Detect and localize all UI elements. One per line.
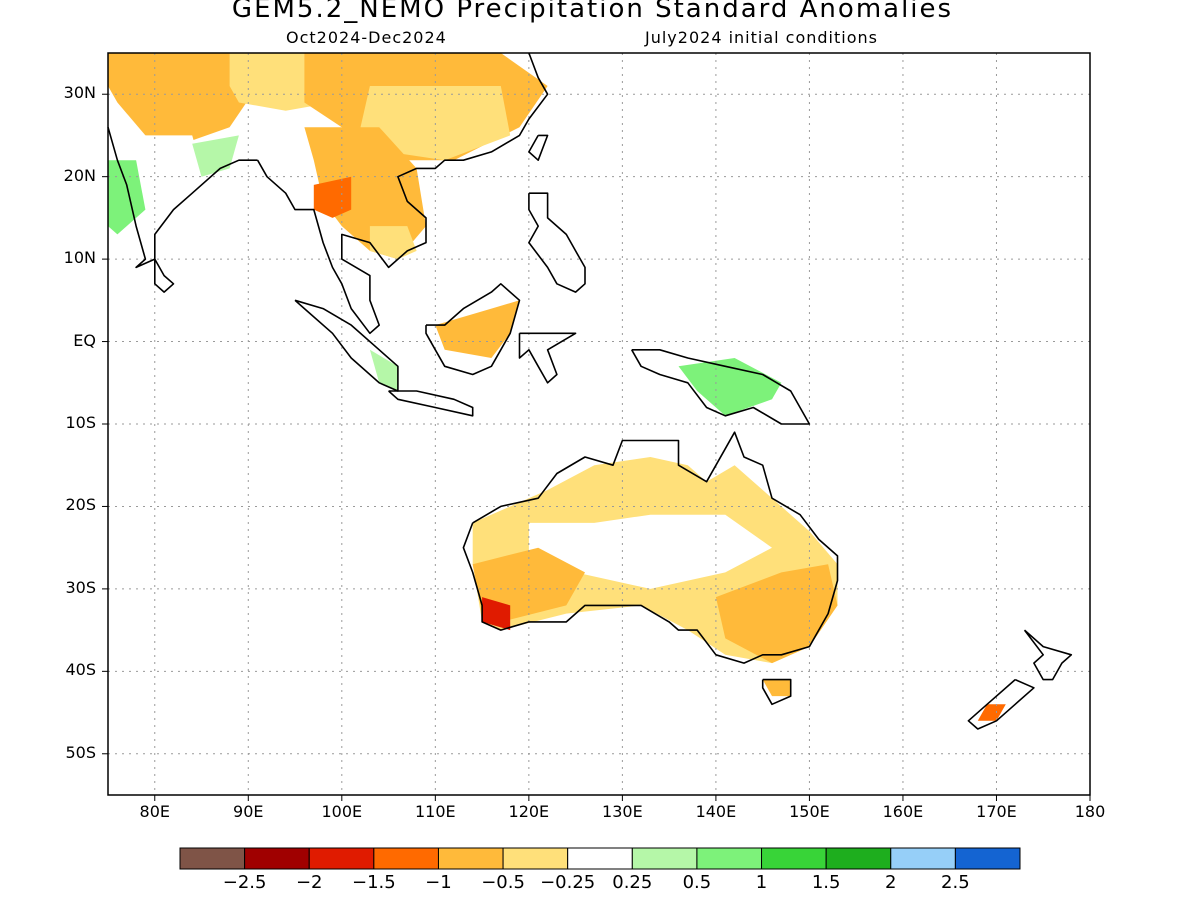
sumatra-region xyxy=(369,349,398,391)
australia-central-region xyxy=(528,514,772,589)
lat-label: 30S xyxy=(65,577,96,597)
colorbar-swatch xyxy=(631,847,698,870)
new-zealand-region xyxy=(977,704,1006,721)
east-india-region xyxy=(192,135,239,177)
tasmania-coastline xyxy=(761,678,792,706)
lon-label: 140E xyxy=(695,802,737,821)
java-coastline xyxy=(388,390,474,417)
new-zealand-north-coastline xyxy=(1023,629,1073,681)
colorbar-swatch xyxy=(696,847,763,870)
lon-label: 160E xyxy=(882,802,924,821)
colorbar-label: −2 xyxy=(295,872,323,893)
anomaly-regions xyxy=(108,53,1006,721)
colorbar-swatch xyxy=(502,847,569,870)
colorbar-label: 2 xyxy=(885,872,897,893)
northern-india-region xyxy=(108,53,258,144)
borneo-region xyxy=(435,300,520,358)
coastlines xyxy=(107,52,1073,730)
colorbar-swatch xyxy=(761,847,827,870)
colorbar xyxy=(179,847,1021,870)
colorbar-label: 0.5 xyxy=(682,872,712,893)
colorbar-label: −2.5 xyxy=(222,872,267,893)
lat-label: 50S xyxy=(65,742,96,762)
colorbar-swatch xyxy=(179,847,246,870)
lat-label: 20N xyxy=(63,165,96,185)
new-zealand-south-coastline xyxy=(967,678,1035,730)
lon-label: 120E xyxy=(508,802,550,821)
new-guinea-coastline xyxy=(631,348,811,425)
forecast-period: Oct2024-Dec2024 xyxy=(286,28,447,47)
lon-label: 150E xyxy=(789,802,830,821)
southwest-anomaly-region xyxy=(482,597,511,631)
colorbar-label: −0.25 xyxy=(540,872,596,893)
southeast-asia-coastline xyxy=(256,52,549,335)
lon-label: 170E xyxy=(976,802,1017,821)
taiwan-coastline xyxy=(528,134,549,161)
colorbar-label: −0.5 xyxy=(481,872,525,893)
colorbar-swatch xyxy=(890,847,956,870)
colorbar-label: −1.5 xyxy=(351,872,396,893)
map-title: GEM5.2_NEMO Precipitation Standard Anoma… xyxy=(231,0,954,24)
colorbar-label: 1.5 xyxy=(811,872,841,893)
colorbar-label: 2.5 xyxy=(941,872,970,893)
lon-label: 130E xyxy=(602,802,643,821)
colorbar-swatch xyxy=(244,847,310,870)
colorbar-swatch xyxy=(308,847,375,870)
colorbar-swatch xyxy=(954,847,1021,870)
lon-label: 90E xyxy=(233,802,264,821)
colorbar-swatch xyxy=(373,847,439,870)
lat-label: 10N xyxy=(63,248,96,268)
colorbar-label: −1 xyxy=(425,872,452,893)
lon-label: 100E xyxy=(321,802,363,821)
tasmania-region xyxy=(762,679,791,697)
lat-lon-grid xyxy=(102,53,1091,801)
initial-conditions: July2024 initial conditions xyxy=(645,28,878,47)
colorbar-swatch xyxy=(567,847,633,870)
colorbar-label: 0.25 xyxy=(612,872,653,893)
map-frame xyxy=(107,52,1091,796)
borneo-coastline xyxy=(425,282,521,376)
lon-label: 110E xyxy=(415,802,456,821)
western-india-region xyxy=(108,160,146,235)
lat-label: 40S xyxy=(65,660,96,680)
colorbar-swatch xyxy=(437,847,504,870)
colorbar-swatch xyxy=(825,847,892,870)
lat-label: 20S xyxy=(65,495,96,515)
lat-label: 30N xyxy=(63,83,96,103)
sulawesi-coastline xyxy=(518,332,577,384)
thailand-region xyxy=(369,226,417,260)
sri-lanka-coastline xyxy=(154,258,175,293)
colorbar-label: 1 xyxy=(755,872,768,893)
lat-label: EQ xyxy=(73,330,96,350)
australia-coastline xyxy=(462,431,839,664)
lon-label: 80E xyxy=(139,802,170,821)
lat-label: 10S xyxy=(65,413,96,432)
philippines-coastline xyxy=(528,192,586,293)
lon-label: 180 xyxy=(1074,802,1106,821)
